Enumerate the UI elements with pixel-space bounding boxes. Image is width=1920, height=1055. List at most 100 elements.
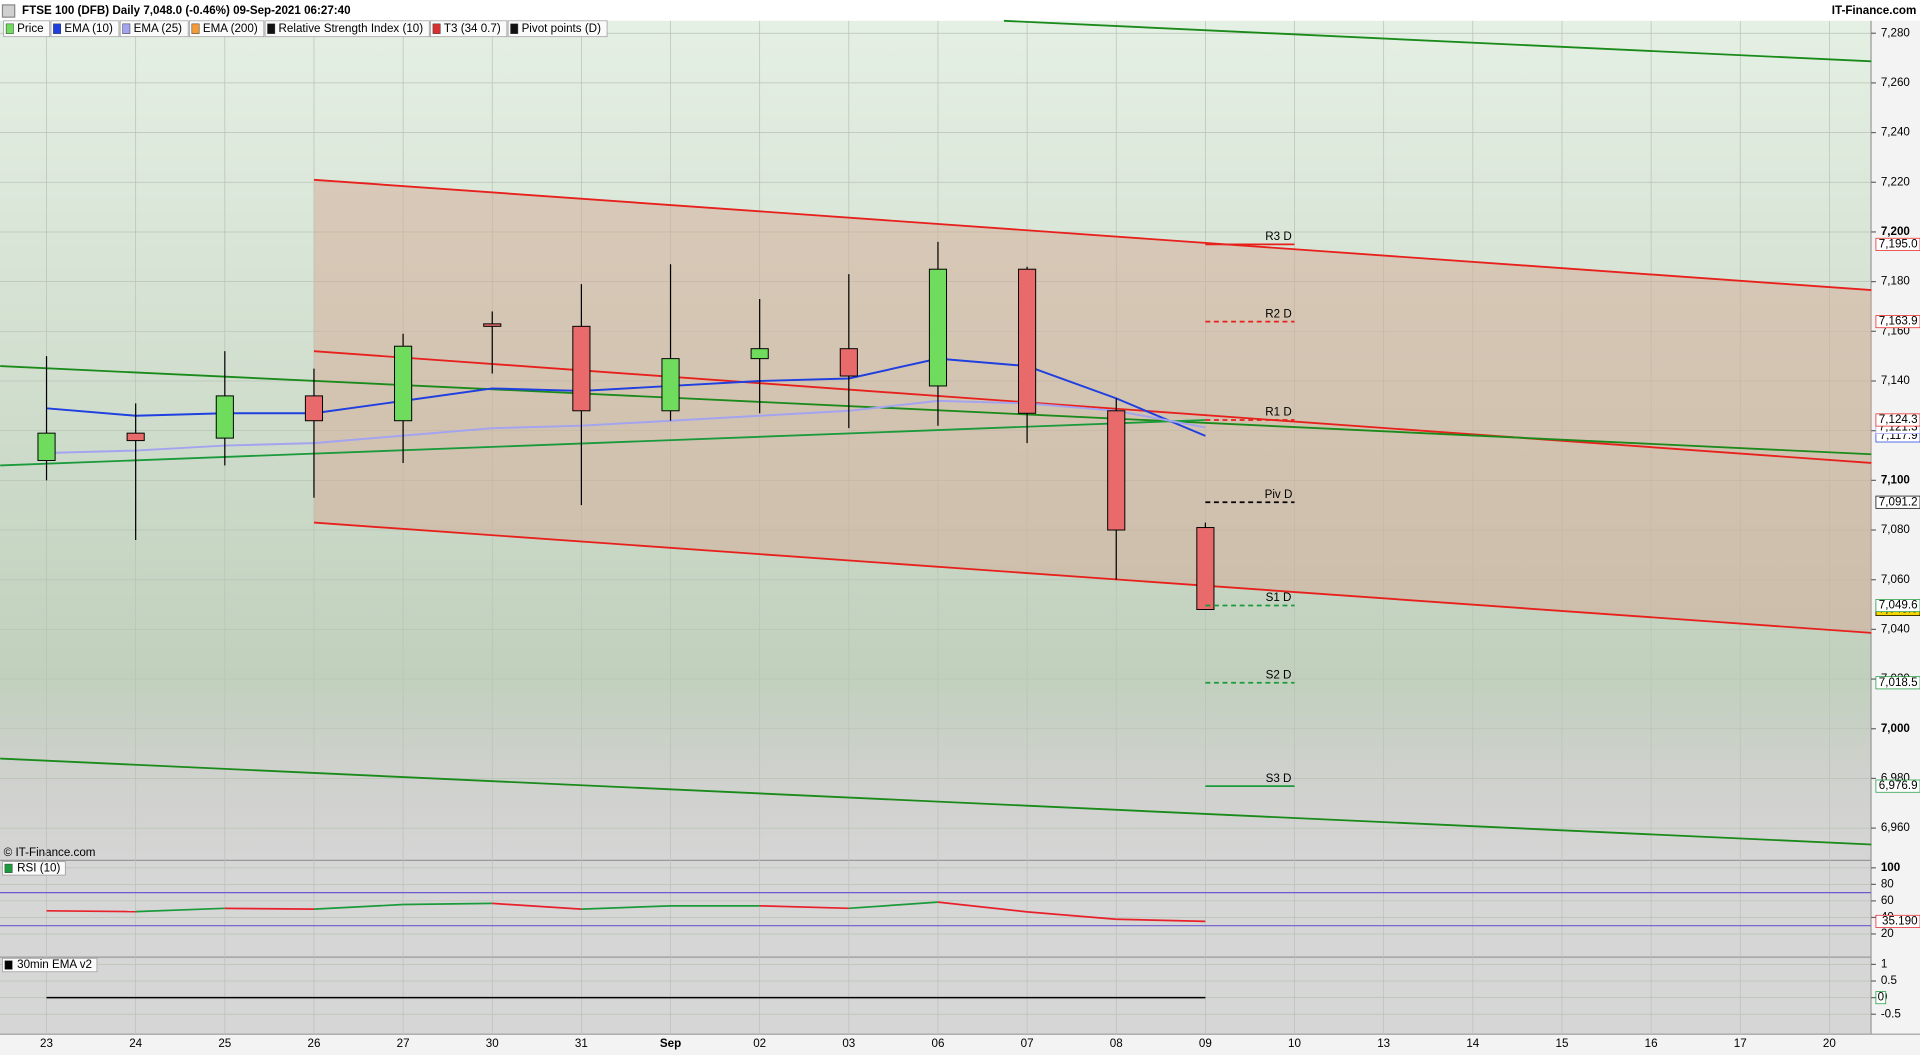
- candle-body: [661, 358, 680, 412]
- legend-box: [430, 20, 508, 38]
- legend-swatch: [122, 23, 131, 34]
- legend-swatch: [267, 23, 276, 34]
- legend-box: [507, 20, 608, 38]
- price-tag: 7,163.9: [1879, 315, 1918, 328]
- x-tick-label: 08: [1110, 1037, 1123, 1050]
- app-icon: [1, 4, 16, 18]
- legend-swatch: [5, 23, 14, 34]
- legend-box: [119, 20, 189, 38]
- y-tick-label: 7,080: [1881, 523, 1910, 536]
- y-tick-label: 7,220: [1881, 175, 1910, 188]
- panel-title: 30min EMA v2: [17, 958, 92, 971]
- candle-body: [483, 323, 502, 327]
- candle-body: [215, 395, 234, 439]
- x-tick-label: 15: [1555, 1037, 1568, 1050]
- pivot-label: S2 D: [1266, 669, 1292, 682]
- panel-legend: RSI (10): [2, 861, 66, 876]
- plot: R3 D R2 D R1 D Piv D S1 D S2 D S3 D: [0, 19, 1872, 999]
- trendline: [0, 365, 1872, 456]
- y-tick-label: 7,200: [1881, 225, 1910, 238]
- legend-item: Price: [3, 20, 51, 38]
- site-name: IT-Finance.com: [1832, 4, 1917, 17]
- indicator-segment: [937, 901, 1028, 913]
- candle-body: [37, 432, 56, 461]
- ema-line: [46, 357, 1206, 437]
- legend-label: T3 (34 0.7): [444, 22, 501, 35]
- indicator-segment: [759, 904, 849, 910]
- legend-box: [2, 861, 66, 876]
- y-tick-label: 7,060: [1881, 573, 1910, 586]
- trendline: [0, 757, 1872, 846]
- legend-item: EMA (200): [189, 20, 265, 38]
- pivot-label: R1 D: [1265, 406, 1291, 419]
- date-axis: [0, 1034, 1920, 1055]
- legend-item: Pivot points (D): [507, 20, 608, 38]
- legend-box: [264, 20, 430, 38]
- price-tag: 6,976.9: [1879, 779, 1918, 792]
- candle-body: [1107, 410, 1126, 531]
- indicator-segment: [403, 902, 493, 906]
- y-tick-label: 7,280: [1881, 26, 1910, 39]
- x-tick-label: 31: [575, 1037, 588, 1050]
- pivot-label: R3 D: [1265, 230, 1291, 243]
- price-tag: 35.190: [1882, 914, 1918, 927]
- indicator-panels: [0, 860, 1872, 1035]
- legend-swatch: [4, 960, 13, 970]
- candle-body: [572, 325, 591, 412]
- legend-box: [3, 20, 51, 38]
- y-tick-label: 0.5: [1881, 974, 1897, 987]
- price-tag: 0: [1878, 991, 1884, 1004]
- pivot-label: S1 D: [1266, 591, 1292, 604]
- y-tick-label: 7,260: [1881, 76, 1910, 89]
- x-tick-label: 07: [1021, 1037, 1034, 1050]
- pivot-label: Piv D: [1265, 488, 1293, 501]
- y-tick-label: 6,960: [1881, 821, 1910, 834]
- indicator-segment: [135, 907, 225, 913]
- price-tag: 7,018.5: [1879, 676, 1918, 689]
- x-tick-label: 17: [1734, 1037, 1747, 1050]
- legend-item: EMA (25): [119, 20, 189, 38]
- legend-swatch: [53, 23, 61, 34]
- trendline: [313, 521, 1872, 634]
- x-tick-label: 16: [1645, 1037, 1658, 1050]
- y-tick-label: 7,140: [1881, 374, 1910, 387]
- price-tag-box: [1875, 676, 1920, 690]
- price-tag-box: [1875, 779, 1920, 793]
- price-tag: 7,124.3: [1879, 413, 1918, 426]
- indicator-segment: [46, 909, 136, 913]
- price-tag-box: [1875, 914, 1920, 928]
- price-tag: 7,195.0: [1879, 237, 1918, 250]
- price-tag: 7,049.6: [1879, 599, 1918, 612]
- chart-title: FTSE 100 (DFB) Daily 7,048.0 (-0.46%) 09…: [22, 4, 351, 17]
- candle-body: [304, 395, 324, 422]
- y-tick-label: 7,040: [1881, 622, 1910, 635]
- copyright: © IT-Finance.com: [4, 846, 96, 859]
- x-tick-label: 24: [129, 1037, 142, 1050]
- price-tag-box: [1875, 237, 1920, 251]
- price-tag-box: [1875, 315, 1920, 329]
- legend-label: Pivot points (D): [522, 22, 602, 35]
- candle-body: [1196, 527, 1215, 611]
- indicator-segment: [848, 901, 939, 910]
- legend-swatch: [191, 23, 200, 34]
- legend-item: EMA (10): [50, 20, 120, 38]
- candle-body: [126, 432, 145, 442]
- y-tick-label: 7,180: [1881, 275, 1910, 288]
- candle-body: [839, 348, 858, 377]
- trendline: [1003, 19, 1872, 63]
- x-tick-label: 10: [1288, 1037, 1301, 1050]
- candle-body: [928, 268, 948, 387]
- legend-label: EMA (25): [134, 22, 183, 35]
- overlay: 23 24 25 26 27 30 31 Sep 02 03 06 07 08 09 10 13 14 15 16 1…: [2, 20, 1920, 1050]
- legend-label: EMA (10): [64, 22, 113, 35]
- x-tick-label: 26: [307, 1037, 320, 1050]
- x-tick-label: 03: [842, 1037, 855, 1050]
- price-tag-box: [1875, 413, 1920, 427]
- legend-box: [189, 20, 265, 38]
- pivot-label: S3 D: [1266, 772, 1292, 785]
- y-tick-label: 7,240: [1881, 126, 1910, 139]
- indicator-segment: [1116, 918, 1206, 923]
- price-tag: 7,091.2: [1879, 495, 1918, 508]
- x-tick-label: 09: [1199, 1037, 1212, 1050]
